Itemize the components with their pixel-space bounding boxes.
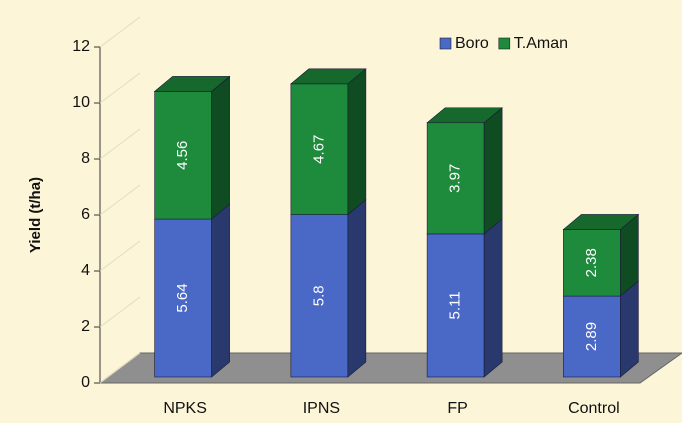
y-tick-label: 6 — [81, 206, 90, 223]
bar-side — [211, 203, 230, 378]
bar-front — [154, 91, 212, 220]
bar-top — [290, 68, 367, 85]
bar-top — [153, 76, 231, 92]
bar-side — [483, 107, 503, 235]
value-label: 2.38 — [583, 248, 600, 277]
bar-side — [483, 218, 503, 378]
value-label: 5.8 — [310, 285, 327, 306]
legend-swatch — [498, 37, 511, 50]
value-label: 4.67 — [310, 135, 327, 164]
value-label: 2.89 — [583, 322, 600, 351]
y-tick-label: 8 — [81, 150, 90, 167]
value-label: 5.64 — [174, 283, 191, 312]
x-tick-label: NPKS — [163, 400, 207, 417]
bar-top — [562, 214, 640, 230]
value-label: 4.56 — [174, 141, 191, 170]
bar-side — [347, 68, 367, 216]
bar-segment — [426, 218, 503, 378]
bar-front — [154, 218, 212, 378]
x-tick-label: FP — [447, 400, 467, 417]
bar-side — [620, 280, 639, 378]
grid-line — [99, 72, 141, 104]
y-tick-label: 0 — [81, 374, 90, 391]
y-tick-label: 10 — [72, 94, 90, 111]
bar-top — [426, 107, 503, 124]
bar-front — [563, 295, 621, 378]
value-label: 5.11 — [447, 291, 464, 319]
bar-segment — [153, 75, 231, 220]
grid-line — [99, 184, 141, 216]
y-tick-label: 4 — [81, 262, 90, 279]
y-tick-label: 2 — [81, 318, 90, 335]
bar-segment — [426, 107, 503, 235]
bar-front — [426, 122, 485, 235]
bar-front — [563, 229, 621, 297]
grid-line — [99, 240, 141, 272]
y-tick-label: 12 — [72, 38, 90, 55]
legend-label: T.Aman — [514, 35, 568, 52]
grid-line — [99, 296, 141, 328]
legend-swatch — [439, 37, 452, 50]
grid-line — [99, 128, 141, 160]
y-axis-label: Yield (t/ha) — [27, 177, 44, 253]
bar-side — [347, 198, 367, 378]
bar-side — [211, 75, 230, 220]
x-tick-label: Control — [568, 400, 620, 417]
bar-segment — [563, 280, 639, 378]
bar-segment — [562, 213, 640, 297]
grid-line — [99, 352, 141, 384]
bar-front — [290, 214, 349, 378]
bar-segment — [290, 68, 367, 216]
x-tick-label: IPNS — [303, 400, 340, 417]
bar-segment — [154, 203, 230, 378]
legend-label: Boro — [455, 35, 489, 52]
bar-segment — [290, 198, 367, 378]
bar-front — [290, 83, 349, 215]
value-label: 3.97 — [447, 164, 464, 193]
grid-line — [99, 16, 141, 48]
